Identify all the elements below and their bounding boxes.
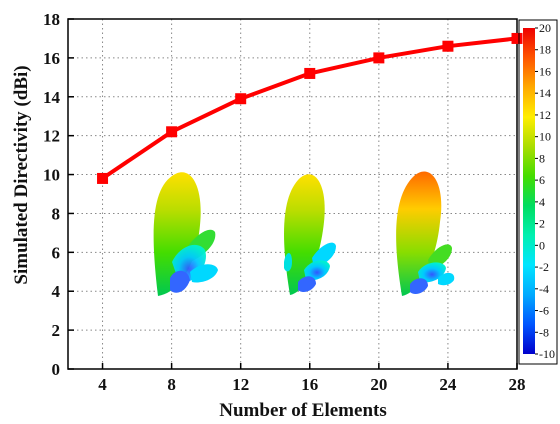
radiation-pattern-8-elements <box>153 172 218 296</box>
y-tick-label: 4 <box>52 282 61 301</box>
y-tick-label: 2 <box>52 321 61 340</box>
colorbar-tick-label: -2 <box>539 260 549 274</box>
colorbar-tick-label: 4 <box>539 195 545 209</box>
colorbar-tick-label: 2 <box>539 217 545 231</box>
colorbar-tick-label: -6 <box>539 304 549 318</box>
plot-frame <box>67 18 518 370</box>
radiation-pattern-24-elements <box>396 171 455 296</box>
y-tick-label: 10 <box>43 166 60 185</box>
y-tick-label: 14 <box>43 88 61 107</box>
x-axis-ticks: 4 8 12 16 20 24 28 <box>98 363 526 394</box>
colorbar-tick-label: 20 <box>539 21 551 35</box>
y-axis-label: Simulated Directivity (dBi) <box>11 65 32 284</box>
x-tick-label: 8 <box>167 375 176 394</box>
plot-border <box>67 18 518 370</box>
colorbar-tick-label: 16 <box>539 64 551 78</box>
colorbar-tick-label: 8 <box>539 151 545 165</box>
radiation-pattern-16-elements <box>284 174 336 295</box>
x-tick-label: 20 <box>370 375 387 394</box>
x-axis-label: Number of Elements <box>219 400 386 421</box>
x-tick-label: 12 <box>232 375 249 394</box>
x-tick-label: 4 <box>98 375 107 394</box>
x-tick-label: 24 <box>439 375 457 394</box>
data-point <box>373 52 385 64</box>
colorbar-tick-label: 14 <box>539 86 551 100</box>
colorbar-tick-label: 18 <box>539 43 551 57</box>
data-point <box>235 93 247 105</box>
y-axis-ticks: 0 2 4 6 8 10 12 14 16 18 <box>43 10 74 379</box>
series-line <box>101 36 518 181</box>
data-point <box>442 40 454 52</box>
colorbar-tick-label: 10 <box>539 130 551 144</box>
y-tick-label: 0 <box>52 360 61 379</box>
colorbar-tick-label: 12 <box>539 108 551 122</box>
data-point <box>97 172 109 184</box>
data-series <box>97 32 523 184</box>
y-tick-label: 16 <box>43 49 60 68</box>
data-point <box>166 126 178 138</box>
data-point <box>304 67 316 79</box>
x-tick-label: 16 <box>301 375 318 394</box>
colorbar-tick-label: -8 <box>539 325 549 339</box>
x-tick-label: 28 <box>509 375 526 394</box>
y-tick-label: 12 <box>43 127 60 146</box>
colorbar-tick-label: 0 <box>539 238 545 252</box>
data-point <box>511 32 523 44</box>
y-tick-label: 8 <box>52 204 61 223</box>
y-tick-label: 18 <box>43 10 60 29</box>
colorbar-border <box>518 19 558 365</box>
colorbar-tick-label: 6 <box>539 173 545 187</box>
colorbar-tick-label: -10 <box>539 347 555 361</box>
colorbar-scale <box>523 28 535 354</box>
colorbar-tick-label: -4 <box>539 282 549 296</box>
y-tick-label: 6 <box>52 243 61 262</box>
